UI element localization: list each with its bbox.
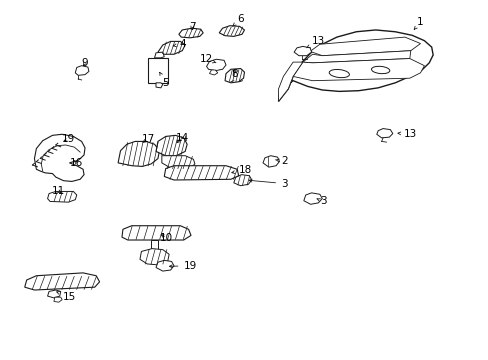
Polygon shape [47, 290, 61, 298]
Polygon shape [156, 83, 163, 88]
Polygon shape [151, 240, 158, 252]
Text: 13: 13 [397, 129, 417, 139]
Polygon shape [263, 156, 279, 167]
Polygon shape [118, 141, 159, 166]
Polygon shape [233, 175, 251, 186]
Text: 8: 8 [231, 68, 238, 78]
Text: 7: 7 [188, 22, 195, 32]
Polygon shape [278, 62, 302, 102]
Polygon shape [156, 135, 187, 156]
Text: 16: 16 [70, 158, 83, 168]
Polygon shape [209, 70, 217, 75]
Text: 4: 4 [173, 39, 185, 49]
Polygon shape [122, 226, 191, 240]
Polygon shape [140, 249, 169, 265]
Text: 19: 19 [62, 134, 75, 144]
Text: 15: 15 [57, 292, 76, 302]
Polygon shape [278, 30, 432, 102]
Text: 6: 6 [232, 14, 244, 26]
Text: 1: 1 [413, 17, 423, 30]
Polygon shape [219, 26, 244, 36]
Polygon shape [302, 51, 410, 63]
Polygon shape [54, 297, 62, 302]
Polygon shape [75, 66, 89, 75]
Polygon shape [50, 137, 70, 149]
Polygon shape [292, 59, 424, 81]
Text: 18: 18 [231, 165, 252, 175]
Text: 5: 5 [160, 72, 169, 88]
Text: 2: 2 [275, 157, 287, 166]
Polygon shape [224, 68, 244, 83]
Polygon shape [303, 193, 322, 204]
Text: 13: 13 [306, 36, 325, 48]
Text: 9: 9 [81, 58, 88, 68]
Polygon shape [154, 52, 164, 58]
Polygon shape [293, 46, 311, 56]
Polygon shape [309, 37, 420, 56]
Polygon shape [164, 166, 238, 180]
Polygon shape [162, 156, 195, 169]
Text: 12: 12 [200, 54, 216, 64]
Polygon shape [206, 59, 225, 71]
Polygon shape [148, 58, 167, 83]
Text: 11: 11 [52, 186, 65, 197]
Polygon shape [52, 149, 60, 154]
Polygon shape [34, 134, 85, 181]
Polygon shape [25, 273, 100, 290]
Text: 10: 10 [160, 233, 173, 243]
Text: 19: 19 [169, 261, 196, 271]
Polygon shape [156, 260, 174, 271]
Text: 3: 3 [249, 179, 287, 189]
Ellipse shape [371, 66, 389, 74]
Text: 14: 14 [175, 133, 188, 143]
Text: 17: 17 [142, 134, 155, 144]
Polygon shape [47, 192, 77, 202]
Polygon shape [179, 28, 203, 38]
Text: 3: 3 [316, 197, 326, 206]
Ellipse shape [328, 69, 349, 78]
Polygon shape [158, 41, 185, 54]
Polygon shape [376, 129, 392, 138]
